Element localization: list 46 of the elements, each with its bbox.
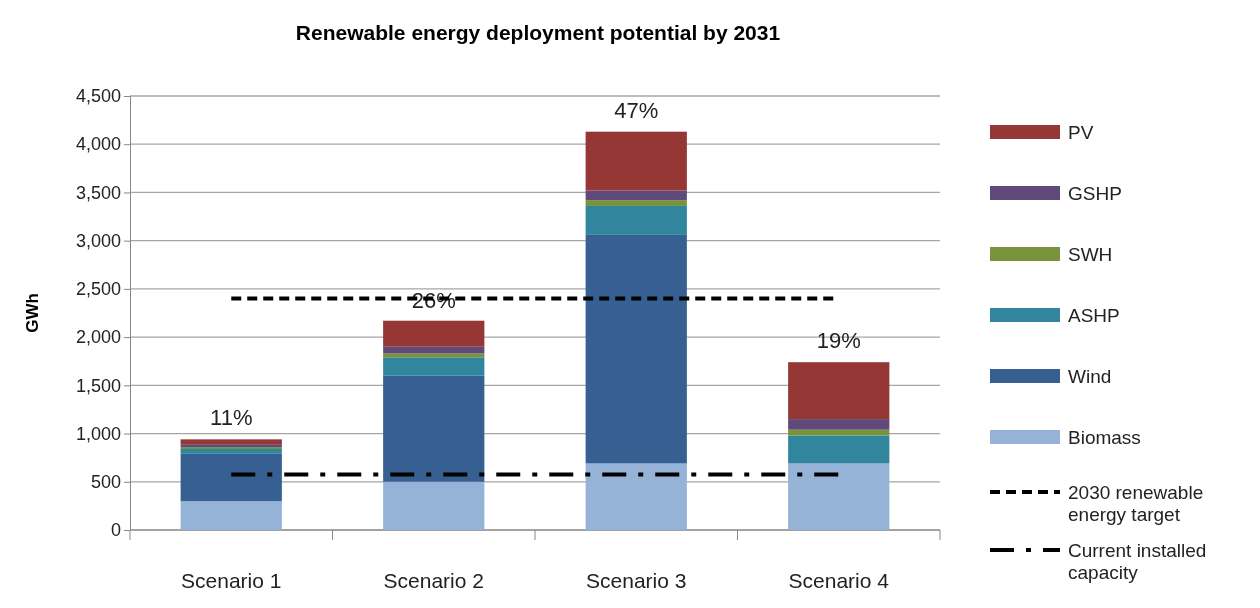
bar (180, 448, 282, 454)
bar (788, 419, 890, 430)
bar (585, 131, 687, 191)
bar (180, 453, 282, 502)
bar (383, 346, 485, 354)
legend-label: Biomass (1068, 427, 1141, 448)
bar (788, 362, 890, 420)
annotation: 11% (210, 405, 253, 431)
bar (788, 435, 890, 464)
bar (383, 481, 485, 530)
y-tick-label: 500 (90, 472, 121, 493)
legend-label: 2030 renewable energy target (1068, 482, 1204, 525)
y-tick-label: 1,500 (75, 375, 121, 396)
y-tick-label: 3,000 (75, 230, 121, 251)
bar (585, 463, 687, 530)
legend-label: ASHP (1068, 305, 1120, 326)
bar (180, 439, 282, 445)
bar (180, 501, 282, 530)
legend-label: GSHP (1068, 183, 1122, 204)
x-tick-label: Scenario 2 (383, 569, 484, 592)
bar (585, 200, 687, 206)
y-tick-label: 1,000 (75, 423, 121, 444)
y-tick-label: 0 (110, 520, 121, 541)
bar (383, 357, 485, 376)
x-tick-label: Scenario 3 (586, 569, 687, 592)
y-tick-label: 2,500 (75, 279, 121, 300)
bar (585, 234, 687, 464)
annotation: 47% (614, 97, 659, 123)
bar (585, 190, 687, 201)
x-tick-label: Scenario 4 (788, 569, 890, 592)
bar (585, 205, 687, 235)
legend-label: Current installed capacity (1068, 540, 1207, 583)
annotation: 19% (816, 328, 861, 354)
bar (788, 463, 890, 530)
y-tick-label: 3,500 (75, 182, 121, 203)
y-axis-title: GWh (23, 293, 42, 333)
bar (383, 320, 485, 347)
legend-label: Wind (1068, 366, 1112, 387)
y-tick-label: 4,000 (75, 134, 121, 155)
y-tick-label: 2,000 (75, 327, 121, 348)
chart-title: Renewable energy deployment potential by 2031 (295, 21, 781, 44)
x-tick-label: Scenario 1 (181, 569, 282, 592)
legend-label: PV (1068, 122, 1094, 143)
legend-label: SWH (1068, 244, 1113, 265)
y-tick-label: 4,500 (75, 86, 121, 107)
bar (383, 375, 485, 482)
